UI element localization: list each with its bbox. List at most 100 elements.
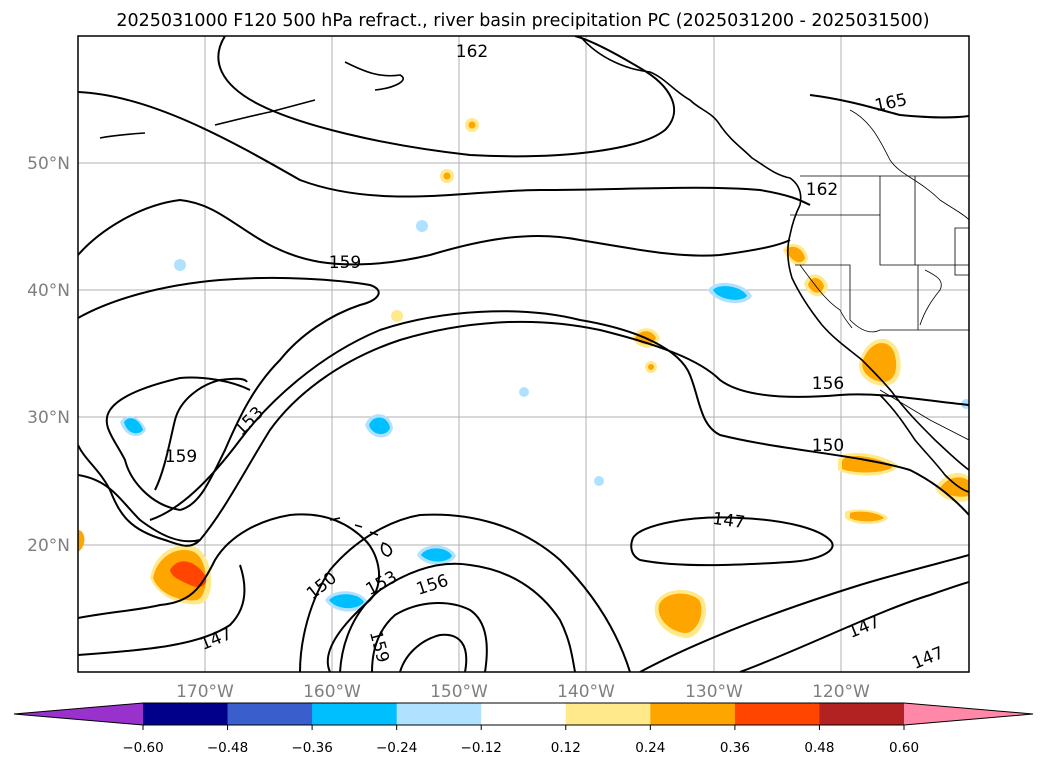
colorbar-extend-low <box>14 703 143 725</box>
colorbar-segment <box>396 703 482 725</box>
colorbar-extend-high <box>904 703 1033 725</box>
contour-line <box>105 376 251 511</box>
colorbar-segment <box>650 703 736 725</box>
lon-tick-label: 150°W <box>430 682 488 702</box>
map-frame <box>77 35 970 673</box>
precip-positive-area <box>862 342 897 382</box>
colorbar-ticks: −0.60 −0.48 −0.36 −0.24 −0.12 0.12 0.24 0.36 0.4… <box>122 725 919 756</box>
lon-tick-label: 120°W <box>812 682 870 702</box>
lat-tick-label: 50°N <box>27 154 70 174</box>
refractivity-contours <box>78 36 969 672</box>
precip-negative-area <box>594 476 604 486</box>
contour-label: 147 <box>711 509 746 533</box>
contour-line <box>639 554 969 672</box>
precip-positive-area <box>468 121 476 129</box>
lat-tick-label: 30°N <box>27 408 70 428</box>
precip-positive-area <box>78 530 85 552</box>
colorbar-segment <box>565 703 651 725</box>
lon-tick-label: 130°W <box>685 682 743 702</box>
figure-title: 2025031000 F120 500 hPa refract., river … <box>116 11 929 31</box>
contour-line <box>371 602 488 672</box>
lon-tick-label: 140°W <box>557 682 615 702</box>
contour-line <box>78 474 201 543</box>
precip-positive-area <box>648 364 654 370</box>
precip-negative-area <box>713 286 747 300</box>
contour-line <box>78 91 811 206</box>
contour-line <box>739 581 969 672</box>
aleutian-islands-west <box>99 132 146 139</box>
lon-axis: 170°W 160°W 150°W 140°W 130°W 120°W <box>176 682 870 702</box>
lat-axis: 50°N 40°N 30°N 20°N <box>27 154 70 556</box>
colorbar-segment <box>734 703 820 725</box>
coastlines <box>99 36 969 557</box>
us-state-borders <box>879 176 969 276</box>
contour-line <box>399 633 468 672</box>
colorbar-tick-label: −0.60 <box>122 740 163 756</box>
colorbar: −0.60 −0.48 −0.36 −0.24 −0.12 0.12 0.24 0.36 0.4… <box>13 702 1034 756</box>
contour-line <box>217 36 676 158</box>
lat-tick-label: 40°N <box>27 281 70 301</box>
contour-label: 150 <box>812 436 844 456</box>
colorbar-segment <box>312 703 398 725</box>
precipitation-shading <box>78 118 969 639</box>
contour-line <box>299 513 631 672</box>
precip-positive-area <box>170 561 207 587</box>
aleutian-islands <box>214 99 316 126</box>
precip-positive-area <box>658 593 702 634</box>
colorbar-segment <box>819 703 905 725</box>
contour-line <box>149 310 969 521</box>
contour-line <box>154 377 248 491</box>
colorbar-tick-label: −0.24 <box>376 740 417 756</box>
colorbar-tick-label: −0.36 <box>291 740 332 756</box>
contour-label: 156 <box>812 374 844 394</box>
us-state-borders <box>795 264 969 333</box>
north-america-coast <box>579 36 969 471</box>
contour-line <box>339 562 576 672</box>
precip-negative-area <box>421 548 452 562</box>
map-background <box>78 36 969 672</box>
contour-line <box>630 516 834 567</box>
contour-line <box>78 276 380 511</box>
map-panel: 162 165 162 159 153 156 159 150 147 150 … <box>27 35 970 702</box>
interior-border <box>919 269 942 326</box>
lon-tick-label: 170°W <box>176 682 234 702</box>
colorbar-tick-label: 0.48 <box>804 740 834 756</box>
lon-tick-label: 160°W <box>303 682 361 702</box>
precip-positive-area <box>850 511 884 522</box>
ca-nv-border <box>799 264 853 329</box>
contour-label: 162 <box>456 42 488 62</box>
colorbar-segment <box>481 703 567 725</box>
contour-line <box>78 564 246 656</box>
us-state-borders <box>790 214 969 266</box>
precip-negative-area <box>416 220 428 232</box>
precip-negative-area <box>124 418 143 434</box>
lat-tick-label: 20°N <box>27 536 70 556</box>
colorbar-tick-label: −0.48 <box>207 740 248 756</box>
alaska-peninsula-coast <box>344 61 404 91</box>
canada-province-border <box>849 109 969 221</box>
contour-line <box>78 198 791 266</box>
precip-positive-area <box>786 246 805 263</box>
precip-positive-area <box>391 310 403 322</box>
colorbar-segments <box>14 703 1033 725</box>
precip-negative-area <box>369 417 390 435</box>
colorbar-tick-label: 0.24 <box>635 740 665 756</box>
colorbar-tick-label: 0.12 <box>551 740 581 756</box>
contour-label: 162 <box>806 180 838 200</box>
precip-negative-area <box>519 387 529 397</box>
colorbar-segment <box>227 703 313 725</box>
us-mexico-border <box>879 389 969 441</box>
precip-positive-area <box>842 455 893 473</box>
colorbar-tick-label: −0.12 <box>461 740 502 756</box>
contour-label: 159 <box>165 447 197 467</box>
precip-positive-area <box>443 172 451 180</box>
colorbar-tick-label: 0.60 <box>889 740 919 756</box>
colorbar-outline <box>13 702 1034 726</box>
colorbar-tick-label: 0.36 <box>720 740 750 756</box>
contour-line <box>809 94 969 119</box>
contour-label: 159 <box>329 253 361 273</box>
political-boundaries <box>790 109 969 441</box>
precip-negative-area <box>329 594 364 609</box>
precip-negative-area <box>174 259 186 271</box>
